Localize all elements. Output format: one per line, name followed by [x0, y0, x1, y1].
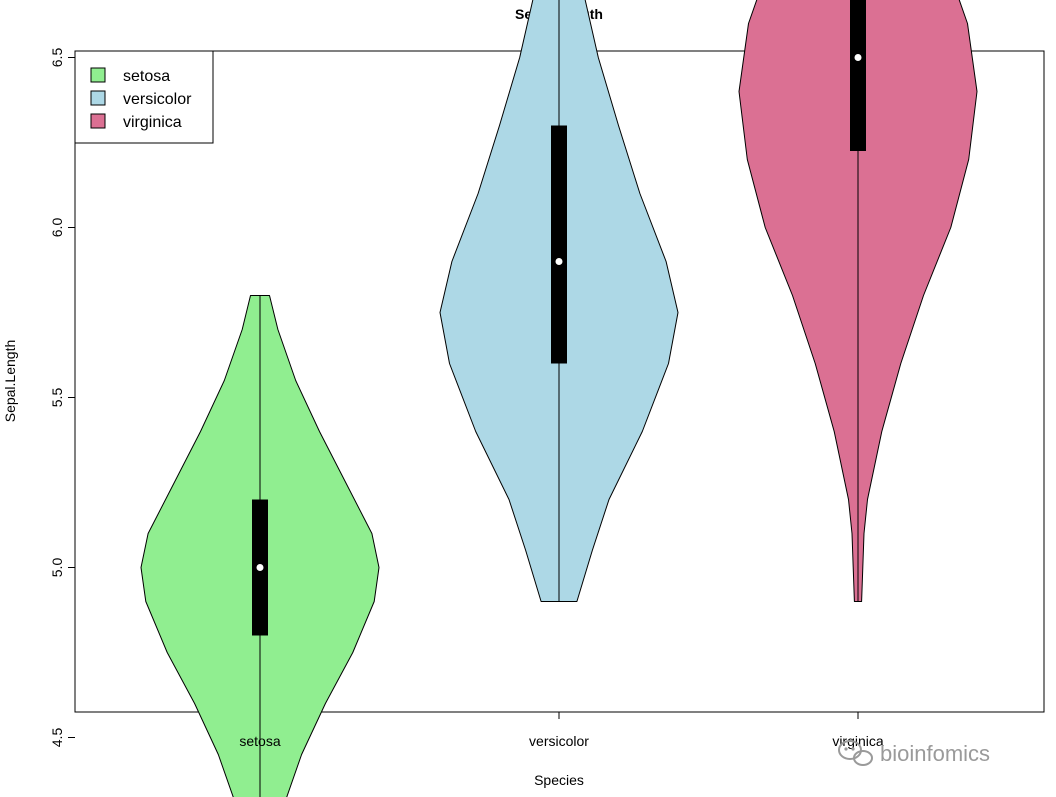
chat-bubble-icon: [838, 740, 873, 766]
y-tick-label: 6.5: [49, 48, 65, 68]
y-tick-label: 5.0: [49, 558, 65, 578]
median-point-virginica: [854, 54, 862, 61]
y-tick-label: 4.5: [49, 728, 65, 748]
y-axis: 4.55.05.56.06.57.07.58.0: [49, 48, 75, 748]
legend-label-virginica: virginica: [123, 114, 182, 131]
watermark-text: bioinfomics: [880, 741, 990, 766]
x-axis-label: Species: [534, 772, 584, 788]
x-axis: setosa versicolor virginica: [239, 712, 884, 749]
iqr-box-virginica: [850, 0, 866, 151]
legend-label-versicolor: versicolor: [123, 91, 192, 108]
legend-label-setosa: setosa: [123, 68, 170, 85]
x-tick-label: versicolor: [529, 733, 589, 749]
x-tick-label: setosa: [239, 733, 280, 749]
legend: setosa versicolor virginica: [74, 50, 214, 144]
x-tick-label: virginica: [832, 733, 884, 749]
median-point-versicolor: [555, 258, 563, 265]
watermark: bioinfomics: [838, 740, 990, 766]
violins-layer: [140, 0, 978, 797]
y-tick-label: 5.5: [49, 388, 65, 408]
iqr-box-versicolor: [551, 125, 567, 364]
y-axis-label: Sepal.Length: [2, 340, 18, 423]
legend-swatch-versicolor: [90, 90, 106, 106]
y-tick-label: 6.0: [49, 218, 65, 238]
legend-swatch-virginica: [90, 113, 106, 129]
median-point-setosa: [256, 564, 264, 571]
legend-swatch-setosa: [90, 67, 106, 83]
